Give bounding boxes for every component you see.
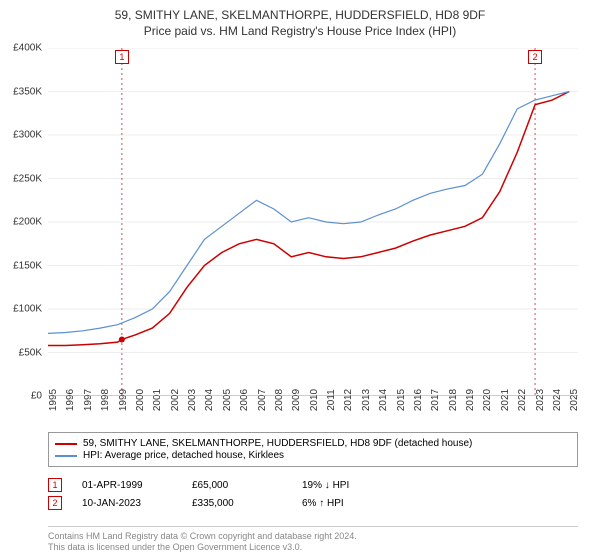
sale-row-marker: 1: [48, 478, 62, 492]
legend-item: 59, SMITHY LANE, SKELMANTHORPE, HUDDERSF…: [55, 438, 571, 449]
footer-line1: Contains HM Land Registry data © Crown c…: [48, 531, 578, 543]
sale-delta: 19% ↓ HPI: [302, 480, 392, 491]
title-block: 59, SMITHY LANE, SKELMANTHORPE, HUDDERSF…: [0, 0, 600, 42]
legend: 59, SMITHY LANE, SKELMANTHORPE, HUDDERSF…: [48, 432, 578, 467]
legend-swatch: [55, 455, 77, 457]
y-tick-label: £300K: [13, 130, 42, 141]
y-axis: £0£50K£100K£150K£200K£250K£300K£350K£400…: [2, 48, 44, 396]
chart-plot: [48, 48, 578, 396]
sale-date: 10-JAN-2023: [82, 498, 172, 509]
y-tick-label: £400K: [13, 43, 42, 54]
sale-marker-1: 1: [115, 50, 129, 64]
chart-area: £0£50K£100K£150K£200K£250K£300K£350K£400…: [48, 48, 578, 396]
sale-date: 01-APR-1999: [82, 480, 172, 491]
x-axis: 1995199619971998199920002001200220032004…: [48, 396, 578, 430]
sale-row: 2 10-JAN-2023 £335,000 6% ↑ HPI: [48, 496, 578, 510]
sale-price: £335,000: [192, 498, 282, 509]
y-tick-label: £0: [31, 391, 42, 402]
legend-label: HPI: Average price, detached house, Kirk…: [83, 450, 284, 461]
series-line: [48, 92, 569, 334]
legend-item: HPI: Average price, detached house, Kirk…: [55, 450, 571, 461]
series-line: [48, 92, 569, 346]
y-tick-label: £100K: [13, 304, 42, 315]
sale-row: 1 01-APR-1999 £65,000 19% ↓ HPI: [48, 478, 578, 492]
legend-swatch: [55, 443, 77, 445]
y-tick-label: £350K: [13, 86, 42, 97]
footer-line2: This data is licensed under the Open Gov…: [48, 542, 578, 554]
sale-price: £65,000: [192, 480, 282, 491]
sale-marker-2: 2: [528, 50, 542, 64]
title-address: 59, SMITHY LANE, SKELMANTHORPE, HUDDERSF…: [10, 8, 590, 22]
sale-row-marker: 2: [48, 496, 62, 510]
footer: Contains HM Land Registry data © Crown c…: [48, 526, 578, 554]
y-tick-label: £150K: [13, 260, 42, 271]
sale-delta: 6% ↑ HPI: [302, 498, 392, 509]
title-subtitle: Price paid vs. HM Land Registry's House …: [10, 24, 590, 38]
sales-table: 1 01-APR-1999 £65,000 19% ↓ HPI 2 10-JAN-2023…: [48, 474, 578, 514]
legend-label: 59, SMITHY LANE, SKELMANTHORPE, HUDDERSF…: [83, 438, 472, 449]
chart-container: 59, SMITHY LANE, SKELMANTHORPE, HUDDERSF…: [0, 0, 600, 560]
y-tick-label: £50K: [19, 347, 42, 358]
y-tick-label: £250K: [13, 173, 42, 184]
y-tick-label: £200K: [13, 217, 42, 228]
